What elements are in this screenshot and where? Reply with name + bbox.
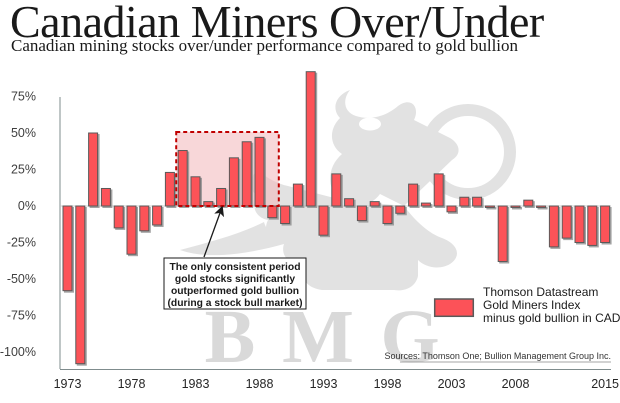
svg-text:1988: 1988 xyxy=(246,377,274,391)
svg-text:1978: 1978 xyxy=(118,377,146,391)
svg-text:Thomson Datastream: Thomson Datastream xyxy=(483,285,598,299)
svg-text:-50%: -50% xyxy=(7,272,36,286)
svg-text:The only consistent period: The only consistent period xyxy=(169,262,300,273)
svg-text:1993: 1993 xyxy=(310,377,338,391)
svg-text:-75%: -75% xyxy=(7,309,36,323)
svg-text:2008: 2008 xyxy=(502,377,530,391)
svg-text:minus gold bullion in CAD: minus gold bullion in CAD xyxy=(483,311,620,325)
svg-text:outperformed gold bullion: outperformed gold bullion xyxy=(171,286,299,297)
svg-text:1973: 1973 xyxy=(54,377,82,391)
svg-text:2015: 2015 xyxy=(591,377,619,391)
svg-text:-25%: -25% xyxy=(7,236,36,250)
svg-text:G: G xyxy=(380,295,439,379)
svg-text:1983: 1983 xyxy=(182,377,210,391)
svg-text:(during a stock bull market): (during a stock bull market) xyxy=(167,298,302,309)
svg-text:50%: 50% xyxy=(11,126,36,140)
svg-text:75%: 75% xyxy=(11,90,36,104)
svg-text:25%: 25% xyxy=(11,163,36,177)
svg-text:2003: 2003 xyxy=(438,377,466,391)
svg-text:1998: 1998 xyxy=(374,377,402,391)
svg-text:0%: 0% xyxy=(18,199,36,213)
svg-text:gold stocks significantly: gold stocks significantly xyxy=(175,274,295,285)
svg-text:Sources: Thomson One; Bullion: Sources: Thomson One; Bullion Management… xyxy=(385,351,611,361)
svg-text:-100%: -100% xyxy=(0,345,36,359)
svg-text:Gold Miners Index: Gold Miners Index xyxy=(483,298,580,312)
